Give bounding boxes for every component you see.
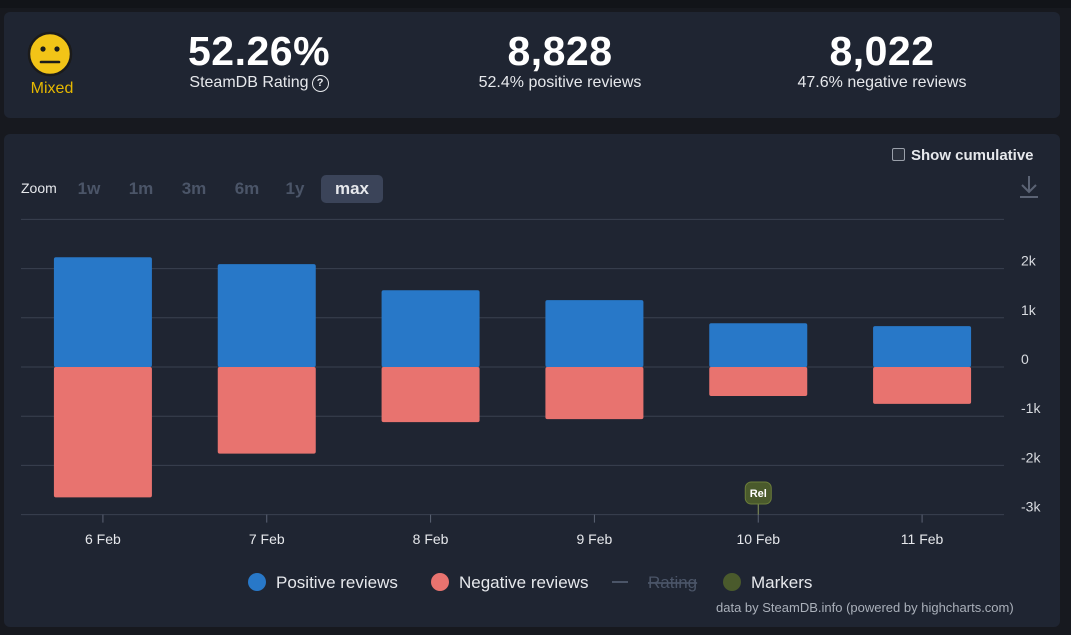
y-tick-label: -3k xyxy=(1021,499,1041,515)
negative-count: 8,022 xyxy=(829,28,935,74)
positive-bar xyxy=(53,257,152,367)
legend-item-rating[interactable]: Rating xyxy=(648,573,697,592)
rating-percent: 52.26% xyxy=(187,28,331,74)
top-bar xyxy=(0,0,1071,8)
x-tick-label: 8 Feb xyxy=(413,531,449,547)
negative-caption: 47.6% negative reviews xyxy=(797,74,967,91)
positive-bar xyxy=(217,264,316,367)
negative-bar xyxy=(709,367,808,397)
zoom-6m-button[interactable]: 6m xyxy=(234,179,260,198)
negative-stat: 8,022 47.6% negative reviews xyxy=(762,28,1002,92)
cumulative-checkbox[interactable] xyxy=(892,148,905,161)
negative-bar xyxy=(53,367,152,498)
show-cumulative-label: Show cumulative xyxy=(911,147,1034,164)
y-tick-label: 0 xyxy=(1021,351,1029,367)
rating-label: Mixed xyxy=(30,80,74,97)
y-tick-label: 2k xyxy=(1021,253,1037,269)
zoom-3m-button[interactable]: 3m xyxy=(181,179,207,198)
reviews-bar-chart: 2k 1k 0 -1k -2k -3k 6 Feb 7 Feb 8 Feb 9 Feb 10 Feb… xyxy=(21,218,1041,592)
marker-badge xyxy=(744,481,772,505)
negative-bar xyxy=(381,367,480,423)
positive-bar xyxy=(873,326,972,367)
y-tick-label: -1k xyxy=(1021,400,1041,416)
zoom-1m-button[interactable]: 1m xyxy=(128,179,154,198)
positive-count: 8,828 xyxy=(507,28,613,74)
neutral-face-icon xyxy=(27,31,73,77)
positive-bar xyxy=(381,290,480,367)
rating-caption: SteamDB Rating xyxy=(189,74,309,91)
y-tick-label: 1k xyxy=(1021,302,1037,318)
help-icon[interactable]: ? xyxy=(311,75,329,92)
positive-bar xyxy=(545,300,644,367)
zoom-1y-button[interactable]: 1y xyxy=(285,179,305,198)
zoom-max-button[interactable]: max xyxy=(321,175,383,203)
legend-dot xyxy=(723,573,741,591)
marker-label: Rel xyxy=(750,488,767,500)
positive-bar xyxy=(709,323,808,367)
zoom-label: Zoom xyxy=(21,180,57,196)
legend-item[interactable]: Positive reviews xyxy=(276,573,398,592)
y-tick-label: -2k xyxy=(1021,449,1041,465)
legend-item[interactable]: Markers xyxy=(751,573,812,592)
download-icon[interactable] xyxy=(1018,174,1040,200)
positive-stat: 8,828 52.4% positive reviews xyxy=(440,28,680,92)
show-cumulative-toggle[interactable]: Show cumulative xyxy=(892,147,1034,164)
legend-dot xyxy=(248,573,266,591)
x-tick-label: 11 Feb xyxy=(901,531,944,547)
positive-caption: 52.4% positive reviews xyxy=(478,74,642,91)
x-tick-label: 10 Feb xyxy=(736,531,780,547)
legend-item[interactable]: Negative reviews xyxy=(459,573,588,592)
x-tick-label: 6 Feb xyxy=(85,531,121,547)
chart-credit[interactable]: data by SteamDB.info (powered by highcha… xyxy=(716,600,1014,615)
negative-bar xyxy=(217,367,316,454)
reviews-chart-card: Show cumulative Zoom 1w 1m 3m 6m 1y max … xyxy=(4,134,1060,627)
steamdb-rating-stat: 52.26% SteamDB Rating? xyxy=(144,28,374,92)
negative-bar xyxy=(545,367,644,420)
legend-dot xyxy=(431,573,449,591)
x-tick-label: 7 Feb xyxy=(249,531,285,547)
zoom-1w-button[interactable]: 1w xyxy=(77,179,101,198)
negative-bar xyxy=(873,367,972,404)
rating-summary: Mixed 52.26% SteamDB Rating? 8,828 52.4%… xyxy=(4,12,1060,118)
x-tick-label: 9 Feb xyxy=(577,531,613,547)
